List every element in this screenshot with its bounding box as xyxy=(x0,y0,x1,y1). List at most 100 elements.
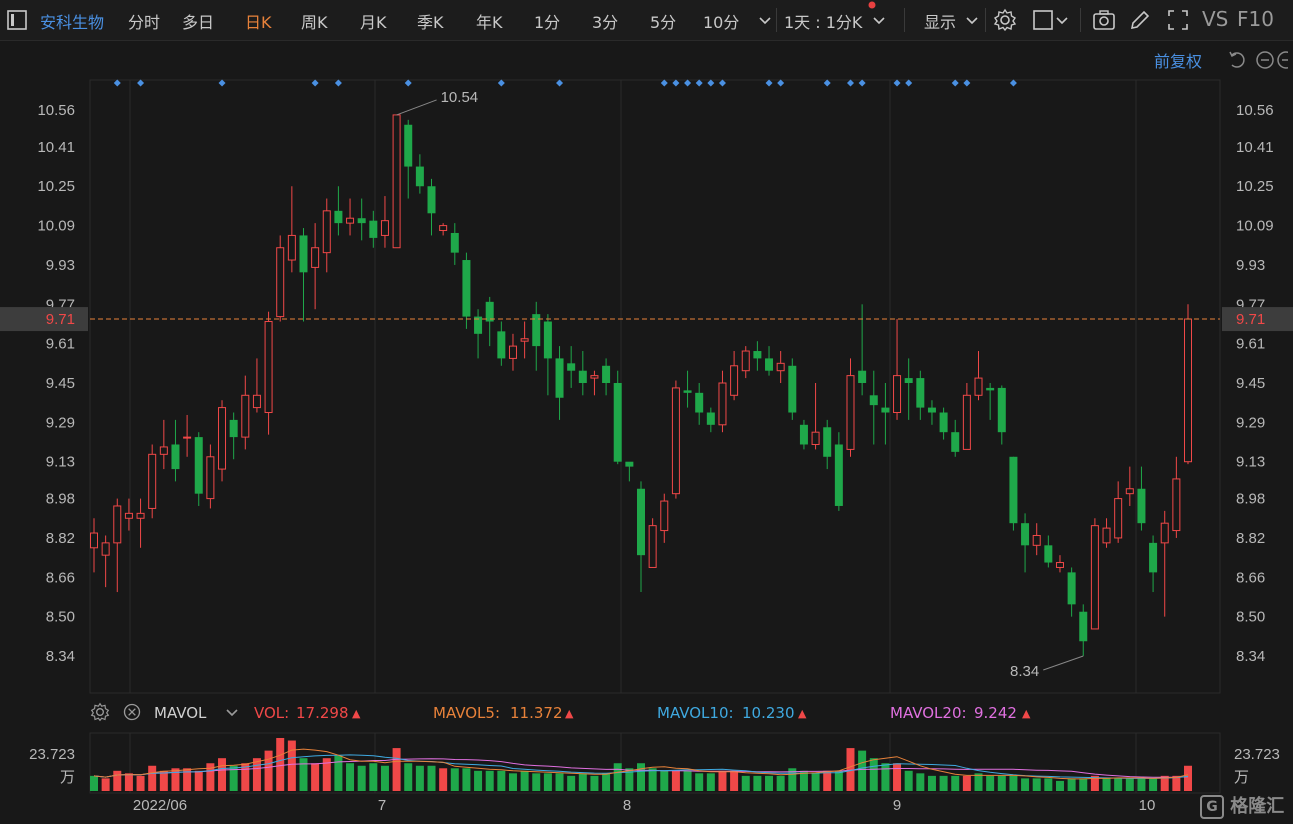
volume-bar[interactable] xyxy=(730,770,739,791)
event-marker-icon[interactable] xyxy=(707,79,715,87)
event-marker-icon[interactable] xyxy=(684,79,692,87)
candle-body[interactable] xyxy=(1009,456,1018,524)
volume-bar[interactable] xyxy=(939,775,948,791)
candle-body[interactable] xyxy=(1021,523,1030,546)
candle-body[interactable] xyxy=(718,382,727,426)
candle-body[interactable] xyxy=(241,394,250,438)
candle-body[interactable] xyxy=(660,500,669,532)
volume-bar[interactable] xyxy=(834,770,843,791)
candle-body[interactable] xyxy=(159,446,168,455)
volume-bar[interactable] xyxy=(543,773,552,791)
tab-zhouk[interactable]: 周K xyxy=(301,13,328,32)
volume-bar[interactable] xyxy=(637,763,645,791)
volume-bar[interactable] xyxy=(450,768,459,791)
volume-bar[interactable] xyxy=(927,775,936,791)
tab-rik[interactable]: 日K xyxy=(245,13,272,32)
volume-bar[interactable] xyxy=(997,775,1006,791)
indicator-chevron-icon[interactable] xyxy=(224,704,240,722)
volume-bar[interactable] xyxy=(974,773,983,791)
candle-body[interactable] xyxy=(730,365,739,396)
volume-bar[interactable] xyxy=(869,758,878,791)
volume-bar[interactable] xyxy=(241,763,250,791)
volume-bar[interactable] xyxy=(357,765,366,791)
candle-body[interactable] xyxy=(532,314,541,347)
volume-bar[interactable] xyxy=(660,770,669,791)
candle-body[interactable] xyxy=(904,378,913,383)
sidebar-toggle-icon[interactable] xyxy=(6,8,30,32)
candle-body[interactable] xyxy=(485,301,494,322)
candle-body[interactable] xyxy=(834,444,843,506)
volume-bar[interactable] xyxy=(322,758,331,791)
event-marker-icon[interactable] xyxy=(823,79,831,87)
volume-bar[interactable] xyxy=(986,775,995,791)
candle-body[interactable] xyxy=(369,220,378,238)
volume-bar[interactable] xyxy=(695,773,704,791)
volume-bar[interactable] xyxy=(602,773,611,791)
volume-bar[interactable] xyxy=(462,768,471,791)
vs-button[interactable]: VS xyxy=(1202,7,1229,31)
settings-gear-icon[interactable] xyxy=(993,8,1017,32)
candles[interactable] xyxy=(90,114,1192,656)
volume-bar[interactable] xyxy=(951,775,960,791)
adjustment-mode-link[interactable]: 前复权 xyxy=(1154,52,1203,71)
volume-bar[interactable] xyxy=(1021,778,1030,791)
candle-body[interactable] xyxy=(765,358,774,371)
candle-body[interactable] xyxy=(799,424,808,445)
volume-bar[interactable] xyxy=(1125,778,1134,791)
volume-bar[interactable] xyxy=(206,763,215,791)
candle-body[interactable] xyxy=(788,365,797,413)
volume-bar[interactable] xyxy=(148,765,157,791)
stock-name[interactable]: 安科生物 xyxy=(40,13,105,32)
volume-bar[interactable] xyxy=(648,768,657,791)
volume-bar[interactable] xyxy=(264,750,273,791)
zoom-in-icon[interactable] xyxy=(1277,51,1288,69)
fullscreen-icon[interactable] xyxy=(1166,8,1190,32)
candle-body[interactable] xyxy=(1032,534,1041,546)
candle-body[interactable] xyxy=(881,407,890,413)
event-marker-icon[interactable] xyxy=(404,79,412,87)
volume-bar[interactable] xyxy=(415,765,424,791)
event-marker-icon[interactable] xyxy=(497,79,505,87)
volume-bar[interactable] xyxy=(741,775,750,791)
candle-body[interactable] xyxy=(439,225,448,232)
candle-body[interactable] xyxy=(206,456,215,500)
candle-body[interactable] xyxy=(404,124,413,167)
volume-bars[interactable] xyxy=(90,738,1192,791)
tab-5fen[interactable]: 5分 xyxy=(650,13,677,32)
candle-body[interactable] xyxy=(613,383,622,462)
candle-body[interactable] xyxy=(741,350,750,372)
volume-bar[interactable] xyxy=(1114,778,1123,791)
candle-body[interactable] xyxy=(311,247,320,268)
volume-bar[interactable] xyxy=(404,763,413,791)
volume-bar[interactable] xyxy=(1102,778,1111,791)
candle-body[interactable] xyxy=(276,247,285,318)
candle-body[interactable] xyxy=(869,395,878,406)
volume-bar[interactable] xyxy=(183,768,192,791)
volume-bar[interactable] xyxy=(578,773,587,791)
event-marker-icon[interactable] xyxy=(1009,79,1017,87)
layout-chevron-icon[interactable] xyxy=(1054,8,1070,32)
volume-bar[interactable] xyxy=(299,758,308,791)
volume-bar[interactable] xyxy=(799,770,808,791)
event-marker-icon[interactable] xyxy=(951,79,959,87)
indicator-close-icon[interactable] xyxy=(122,702,142,722)
volume-bar[interactable] xyxy=(1090,775,1099,791)
chevron-down-icon[interactable] xyxy=(756,8,774,32)
candle-body[interactable] xyxy=(520,338,529,342)
volume-bar[interactable] xyxy=(590,775,599,791)
period-chevron-icon[interactable] xyxy=(870,8,888,32)
candle-body[interactable] xyxy=(218,407,227,470)
candle-body[interactable] xyxy=(474,316,483,334)
candle-body[interactable] xyxy=(252,394,261,409)
candle-body[interactable] xyxy=(322,210,331,254)
tab-niank[interactable]: 年K xyxy=(476,13,503,32)
candle-body[interactable] xyxy=(497,331,506,359)
candle-body[interactable] xyxy=(893,375,902,414)
candle-body[interactable] xyxy=(183,436,192,439)
candle-body[interactable] xyxy=(1090,525,1099,630)
volume-bar[interactable] xyxy=(194,770,203,791)
candle-body[interactable] xyxy=(974,377,983,396)
candle-body[interactable] xyxy=(916,378,925,408)
candle-body[interactable] xyxy=(287,234,296,261)
volume-bar[interactable] xyxy=(311,763,320,791)
